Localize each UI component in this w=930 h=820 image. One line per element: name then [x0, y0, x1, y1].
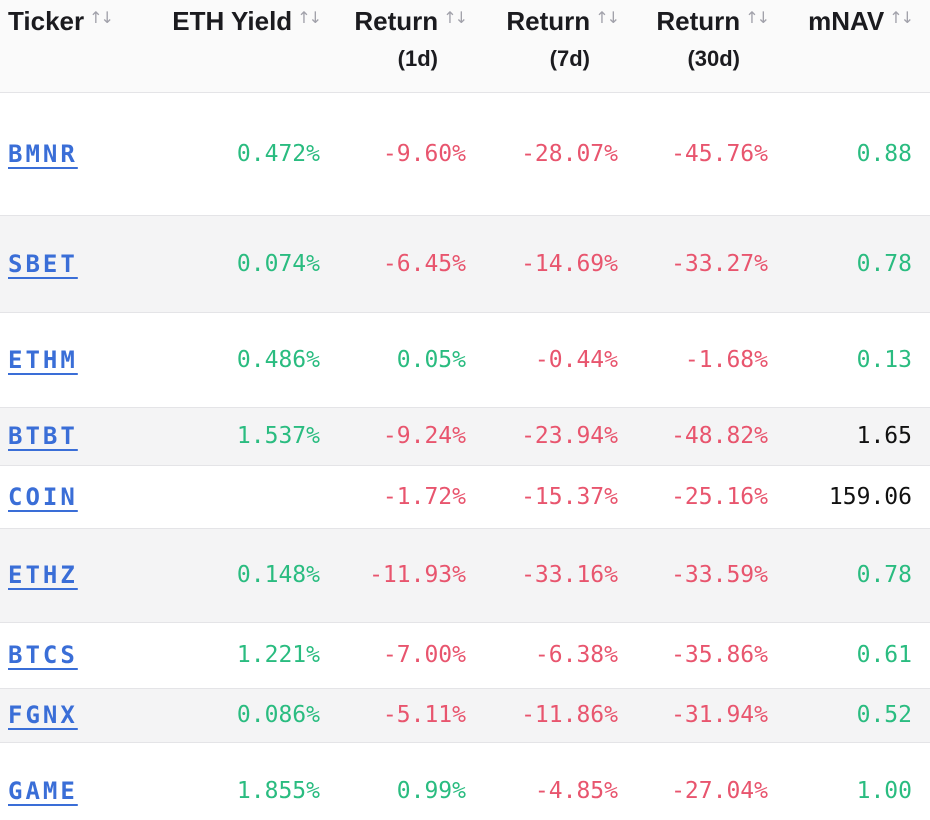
eth-yield-cell: 0.148% [170, 527, 338, 622]
return-1d-cell: 0.05% [338, 311, 484, 407]
ticker-cell: BMNR [0, 92, 170, 215]
ticker-cell: FGNX [0, 687, 170, 742]
eth-yield-cell: 1.855% [170, 741, 338, 820]
return-30d-cell: -48.82% [636, 406, 786, 465]
table-row: SBET 0.074% -6.45% -14.69% -33.27% 0.78 [0, 214, 930, 312]
return-1d-cell: -6.45% [338, 214, 484, 312]
table-header: Ticker ↑↓ ETH Yield ↑↓ Return ↑↓ (1d) Retur… [0, 0, 930, 93]
col-header-label: Return ↑↓ [656, 6, 770, 36]
col-header-label: Return ↑↓ [506, 6, 620, 36]
col-header-return-30d[interactable]: Return ↑↓ (30d) [636, 0, 786, 93]
mnav-cell: 159.06 [786, 464, 930, 528]
ticker-link[interactable]: BTBT [8, 422, 78, 450]
ticker-link[interactable]: ETHZ [8, 561, 78, 589]
col-header-sublabel: (1d) [397, 46, 438, 71]
eth-yield-cell: 0.486% [170, 311, 338, 407]
col-header-ticker[interactable]: Ticker ↑↓ [0, 0, 170, 93]
mnav-cell: 1.00 [786, 741, 930, 820]
return-7d-cell: -6.38% [484, 621, 636, 688]
table-row: GAME 1.855% 0.99% -4.85% -27.04% 1.00 [0, 741, 930, 820]
sort-icon[interactable]: ↑↓ [889, 8, 914, 27]
col-header-mnav[interactable]: mNAV ↑↓ [786, 0, 930, 93]
mnav-cell: 0.78 [786, 527, 930, 622]
table-row: COIN -1.72% -15.37% -25.16% 159.06 [0, 464, 930, 528]
return-1d-cell: -7.00% [338, 621, 484, 688]
col-header-sublabel: (7d) [549, 46, 590, 71]
return-30d-cell: -27.04% [636, 741, 786, 820]
return-7d-cell: -33.16% [484, 527, 636, 622]
eth-yield-cell: 0.074% [170, 214, 338, 312]
ticker-cell: BTCS [0, 621, 170, 688]
mnav-cell: 0.61 [786, 621, 930, 688]
ticker-link[interactable]: ETHM [8, 345, 78, 374]
col-header-return-1d[interactable]: Return ↑↓ (1d) [338, 0, 484, 93]
sort-icon[interactable]: ↑↓ [297, 8, 322, 27]
return-7d-cell: -15.37% [484, 464, 636, 528]
col-header-label: Ticker ↑↓ [8, 6, 114, 36]
col-header-label: Return ↑↓ [354, 6, 468, 36]
ticker-cell: GAME [0, 741, 170, 820]
col-header-label: mNAV ↑↓ [808, 6, 914, 36]
return-7d-cell: -0.44% [484, 311, 636, 407]
return-7d-cell: -28.07% [521, 140, 618, 167]
return-1d-cell: -5.11% [338, 687, 484, 742]
sort-icon[interactable]: ↑↓ [443, 8, 468, 27]
eth-yield-cell: 1.221% [170, 621, 338, 688]
ticker-link[interactable]: FGNX [8, 701, 78, 729]
mnav-cell: 0.78 [786, 214, 930, 312]
table-row: BTCS 1.221% -7.00% -6.38% -35.86% 0.61 [0, 621, 930, 688]
return-1d-cell: -9.24% [338, 406, 484, 465]
col-header-eth-yield[interactable]: ETH Yield ↑↓ [170, 0, 338, 93]
return-1d-cell: -9.60% [382, 140, 466, 167]
eth-yield-cell: 1.537% [170, 406, 338, 465]
ticker-link[interactable]: COIN [8, 482, 78, 511]
mnav-cell: 0.52 [786, 687, 930, 742]
return-7d-cell: -11.86% [484, 687, 636, 742]
header-row: Ticker ↑↓ ETH Yield ↑↓ Return ↑↓ (1d) Retur… [0, 0, 930, 93]
ticker-link[interactable]: BTCS [8, 641, 78, 669]
ticker-cell: SBET [0, 214, 170, 312]
return-30d-cell: -25.16% [636, 464, 786, 528]
mnav-cell: 1.65 [786, 406, 930, 465]
sort-icon[interactable]: ↑↓ [595, 8, 620, 27]
ticker-cell: COIN [0, 464, 170, 528]
table-row: ETHM 0.486% 0.05% -0.44% -1.68% 0.13 [0, 311, 930, 407]
table-row: ETHZ 0.148% -11.93% -33.16% -33.59% 0.78 [0, 527, 930, 622]
eth-yield-cell: 0.086% [170, 687, 338, 742]
table-row: FGNX 0.086% -5.11% -11.86% -31.94% 0.52 [0, 687, 930, 742]
return-7d-cell: -23.94% [484, 406, 636, 465]
ticker-cell: ETHM [0, 311, 170, 407]
sort-icon[interactable]: ↑↓ [89, 8, 114, 27]
col-header-label: ETH Yield ↑↓ [172, 6, 322, 36]
table-row: BTBT 1.537% -9.24% -23.94% -48.82% 1.65 [0, 406, 930, 465]
col-header-return-7d[interactable]: Return ↑↓ (7d) [484, 0, 636, 93]
return-7d-cell: -14.69% [484, 214, 636, 312]
ticker-cell: BTBT [0, 406, 170, 465]
table-row: BMNR 0.472% -9.60% -28.07% -45.76% 0.88 [0, 92, 930, 215]
col-header-sublabel: (30d) [687, 46, 740, 71]
return-30d-cell: -33.59% [636, 527, 786, 622]
return-1d-cell: 0.99% [338, 741, 484, 820]
ticker-link[interactable]: BMNR [8, 139, 78, 168]
mnav-cell: 0.88 [856, 140, 912, 167]
mnav-cell: 0.13 [786, 311, 930, 407]
return-30d-cell: -45.76% [671, 140, 768, 167]
ticker-link[interactable]: SBET [8, 249, 78, 278]
return-30d-cell: -31.94% [636, 687, 786, 742]
return-1d-cell: -1.72% [338, 464, 484, 528]
return-30d-cell: -1.68% [636, 311, 786, 407]
ticker-link[interactable]: GAME [8, 777, 78, 806]
eth-yield-cell [170, 464, 338, 528]
return-30d-cell: -35.86% [636, 621, 786, 688]
return-7d-cell: -4.85% [484, 741, 636, 820]
ticker-cell: ETHZ [0, 527, 170, 622]
return-30d-cell: -33.27% [636, 214, 786, 312]
return-1d-cell: -11.93% [338, 527, 484, 622]
table-body: BMNR 0.472% -9.60% -28.07% -45.76% 0.88 … [0, 92, 930, 820]
eth-yield-cell: 0.472% [236, 140, 320, 167]
sort-icon[interactable]: ↑↓ [745, 8, 770, 27]
